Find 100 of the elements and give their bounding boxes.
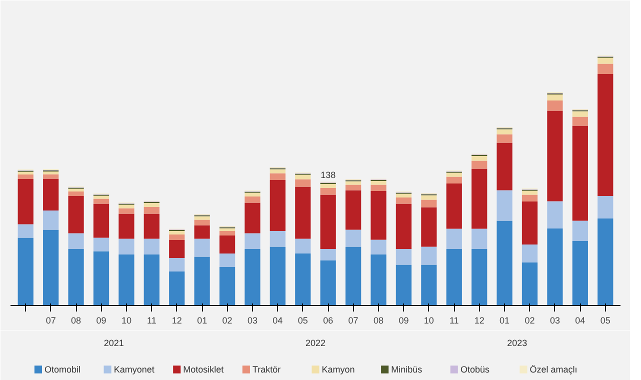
bar <box>572 111 588 117</box>
bar <box>572 116 588 126</box>
bar <box>421 207 437 247</box>
bar <box>320 249 336 260</box>
bar <box>118 208 134 214</box>
bar <box>547 201 563 228</box>
bar <box>446 228 462 249</box>
bar <box>370 184 386 191</box>
x-tick-label: 08 <box>71 316 82 326</box>
x-tick-label: 03 <box>247 316 258 326</box>
bar <box>118 238 134 254</box>
legend-label: Kamyon <box>322 364 355 374</box>
bar <box>244 196 260 203</box>
x-tick-label: 01 <box>500 316 510 326</box>
bar <box>522 244 538 262</box>
bar <box>68 196 84 234</box>
bar <box>446 172 462 177</box>
bar <box>43 210 59 230</box>
legend-label: Minibüs <box>391 364 423 374</box>
bar <box>244 249 260 306</box>
bar <box>370 240 386 254</box>
bar <box>547 94 563 100</box>
bar <box>598 74 614 196</box>
x-tick-label: 09 <box>398 316 409 326</box>
bar <box>118 214 134 239</box>
bar <box>320 184 336 188</box>
bar <box>219 231 236 236</box>
bar <box>169 240 185 258</box>
x-tick-label: 10 <box>424 316 434 326</box>
bar <box>270 180 286 231</box>
bar <box>421 195 437 200</box>
x-tick-label: 02 <box>524 316 535 326</box>
bar <box>18 179 34 224</box>
bar <box>421 200 437 208</box>
bar <box>598 58 614 64</box>
bar <box>421 264 437 306</box>
bar <box>244 202 260 234</box>
bar <box>472 168 488 229</box>
bar <box>18 174 34 179</box>
x-tick-label: 12 <box>172 316 182 326</box>
bar <box>270 169 286 174</box>
bar <box>18 238 34 306</box>
bar <box>320 194 336 249</box>
bar <box>244 233 260 249</box>
bar <box>522 262 538 306</box>
bar <box>194 220 210 226</box>
bar <box>118 204 134 208</box>
bar <box>144 254 160 306</box>
bar <box>396 249 412 265</box>
x-tick-label: 01 <box>197 316 208 326</box>
bar <box>93 198 110 204</box>
bar <box>219 236 236 254</box>
bar <box>144 203 160 207</box>
x-tick-label: 09 <box>96 316 106 326</box>
bar <box>396 198 412 204</box>
bar <box>93 251 110 306</box>
bar <box>43 174 59 179</box>
bar <box>194 238 210 257</box>
bar <box>598 218 614 306</box>
bar <box>472 228 488 249</box>
bar <box>68 233 84 249</box>
bar <box>68 249 84 306</box>
bar <box>169 272 185 306</box>
bar <box>472 156 488 161</box>
bar <box>345 230 362 247</box>
bar <box>93 238 110 252</box>
x-tick-label: 07 <box>46 316 56 326</box>
bar <box>598 196 614 218</box>
bar <box>496 220 512 306</box>
bar <box>345 184 362 190</box>
legend-label: Kamyonet <box>114 364 155 374</box>
bar <box>320 188 336 195</box>
bar <box>219 254 236 267</box>
bar <box>345 181 362 185</box>
x-tick-label: 11 <box>146 316 156 326</box>
x-tick-label: 04 <box>575 316 586 326</box>
bar <box>496 142 512 190</box>
bar <box>93 204 110 238</box>
bar <box>169 234 185 240</box>
bar <box>446 184 462 229</box>
legend-label: Özel amaçlı <box>530 364 578 374</box>
bar <box>370 191 386 240</box>
x-tick-label: 07 <box>348 316 358 326</box>
bar <box>496 134 512 143</box>
bar <box>472 249 488 306</box>
x-tick-label: 05 <box>600 316 610 326</box>
x-tick-label: 10 <box>121 316 132 326</box>
x-tick-label: 11 <box>449 316 459 326</box>
bar <box>572 241 588 306</box>
bar <box>270 231 286 247</box>
x-tick-label: 08 <box>374 316 384 326</box>
bar <box>295 179 311 187</box>
x-tick-label: 02 <box>222 316 232 326</box>
bar <box>270 246 286 306</box>
bar <box>421 246 437 265</box>
bar <box>396 194 412 198</box>
bar <box>144 214 160 239</box>
bar <box>295 174 311 180</box>
bar <box>144 207 160 214</box>
bar <box>169 231 185 234</box>
